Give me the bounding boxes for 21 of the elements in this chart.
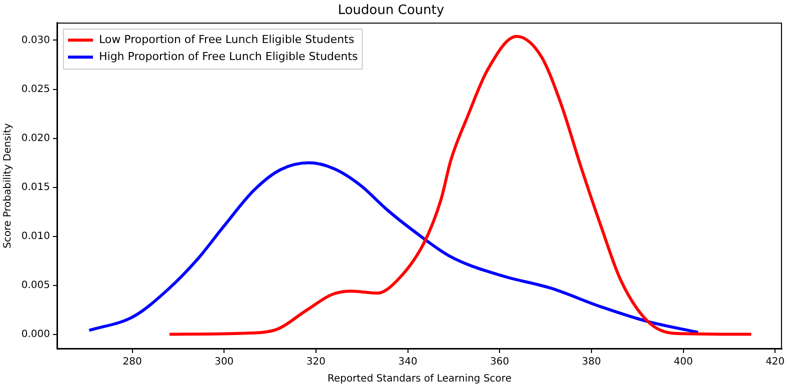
line-series (88, 161, 700, 334)
y-tick-label: 0.005 (21, 280, 50, 291)
y-tick-label: 0.000 (21, 328, 50, 340)
y-tick-label: 0.010 (21, 230, 50, 242)
x-tick-label: 300 (214, 356, 234, 368)
x-tick-label: 360 (490, 356, 510, 368)
x-tick-label: 420 (766, 356, 785, 368)
y-tick-label: 0.025 (21, 84, 50, 95)
y-tick-label: 0.020 (21, 132, 50, 144)
legend-label: Low Proportion of Free Lunch Eligible Students (99, 32, 354, 46)
x-tick-label: 340 (398, 356, 418, 368)
x-tick-label: 320 (306, 356, 326, 368)
y-tick-label: 0.030 (21, 34, 50, 46)
legend-label: High Proportion of Free Lunch Eligible Students (99, 50, 358, 63)
x-tick-label: 380 (582, 356, 601, 368)
x-tick-label: 280 (122, 356, 142, 368)
chart-title: Loudoun County (338, 3, 444, 18)
y-axis-title: Score Probability Density (2, 123, 14, 248)
y-tick-label: 0.015 (21, 182, 50, 193)
x-tick-label: 400 (674, 356, 693, 368)
x-axis-title: Reported Standars of Learning Score (328, 374, 512, 385)
